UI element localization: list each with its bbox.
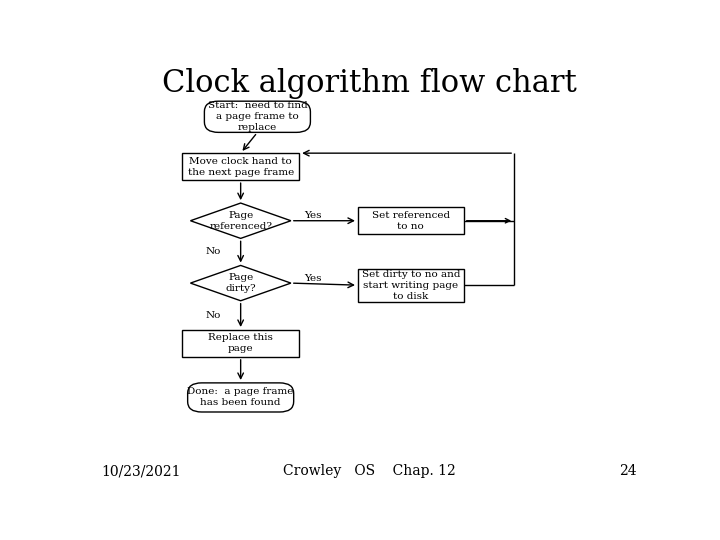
Text: 24: 24 <box>619 464 637 478</box>
Text: Clock algorithm flow chart: Clock algorithm flow chart <box>161 68 577 99</box>
Polygon shape <box>190 203 291 238</box>
Text: Yes: Yes <box>305 211 322 220</box>
Text: Page
referenced?: Page referenced? <box>209 211 272 231</box>
Text: 10/23/2021: 10/23/2021 <box>101 464 181 478</box>
Text: Set referenced
to no: Set referenced to no <box>372 211 450 231</box>
Text: No: No <box>205 247 220 256</box>
Text: Move clock hand to
the next page frame: Move clock hand to the next page frame <box>187 157 294 177</box>
Text: Replace this
page: Replace this page <box>208 333 273 354</box>
FancyBboxPatch shape <box>188 383 294 412</box>
Bar <box>358 268 464 302</box>
Text: Yes: Yes <box>305 274 322 282</box>
FancyBboxPatch shape <box>204 101 310 132</box>
Text: No: No <box>205 311 220 320</box>
Text: Set dirty to no and
start writing page
to disk: Set dirty to no and start writing page t… <box>361 269 460 301</box>
Bar <box>358 207 464 234</box>
Text: Crowley   OS    Chap. 12: Crowley OS Chap. 12 <box>283 464 455 478</box>
Text: Done:  a page frame
has been found: Done: a page frame has been found <box>187 387 294 408</box>
Bar <box>182 153 300 180</box>
Text: Start:  need to find
a page frame to
replace: Start: need to find a page frame to repl… <box>207 101 307 132</box>
Polygon shape <box>190 266 291 301</box>
Bar <box>182 330 300 357</box>
Text: Page
dirty?: Page dirty? <box>225 273 256 293</box>
